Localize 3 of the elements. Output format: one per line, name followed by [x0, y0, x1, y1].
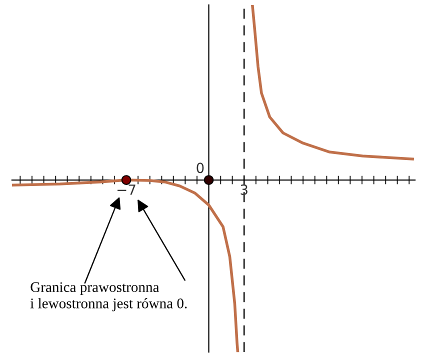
annotation: Granica prawostronna i lewostronna jest równa 0.: [30, 282, 187, 312]
annotation: 0: [196, 162, 204, 174]
x-tick-label: −7: [118, 184, 136, 195]
